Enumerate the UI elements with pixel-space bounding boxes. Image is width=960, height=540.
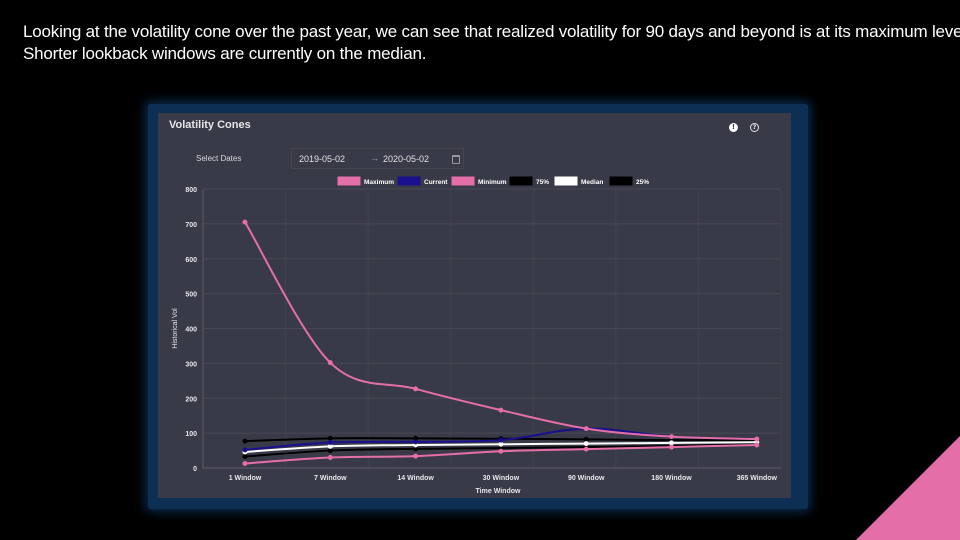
data-point-Maximum [583, 426, 589, 432]
x-tick-label: 90 Window [568, 475, 605, 482]
legend-swatch-75% [509, 176, 533, 186]
x-tick-label: 365 Window [737, 475, 778, 482]
y-tick-label: 200 [185, 396, 197, 403]
legend-swatch-Current [397, 176, 421, 186]
y-tick-label: 300 [185, 361, 197, 368]
x-tick-label: 1 Window [229, 475, 262, 482]
y-tick-label: 0 [193, 466, 197, 473]
data-point-75% [242, 438, 248, 444]
date-range-picker[interactable]: 2019-05-02 → 2020-05-02 [291, 148, 464, 169]
data-point-75% [583, 436, 589, 442]
data-point-Current [413, 439, 419, 445]
legend-swatch-Minimum [451, 176, 475, 186]
data-point-Minimum [754, 442, 760, 448]
y-axis-label: Historical Vol [172, 308, 179, 349]
data-point-25% [327, 448, 333, 454]
y-tick-label: 100 [185, 431, 197, 438]
arrow-right-icon: → [370, 153, 379, 163]
legend-label-Median: Median [581, 179, 603, 186]
x-tick-label: 180 Window [651, 475, 692, 482]
volatility-chart: 0 100 200 300 400 500 600 700 800 1 Window 7 Windo… [172, 176, 782, 495]
data-point-Minimum [327, 455, 333, 461]
caption-line-1: Looking at the volatility cone over the … [23, 22, 960, 41]
data-point-Minimum [669, 444, 674, 450]
data-point-Maximum [498, 407, 504, 413]
data-point-Median [669, 440, 674, 446]
legend-swatch-Maximum [337, 176, 361, 186]
data-point-Median [498, 441, 504, 447]
data-point-Minimum [242, 460, 248, 466]
data-point-Maximum [754, 436, 760, 442]
y-tick-label: 500 [185, 292, 197, 299]
legend-label-75%: 75% [536, 179, 549, 186]
legend-label-Current: Current [424, 179, 448, 186]
data-point-Minimum [498, 448, 504, 454]
y-tick-label: 600 [185, 257, 197, 264]
x-tick-label: 14 Window [397, 475, 434, 482]
calendar-icon[interactable] [452, 155, 460, 164]
legend-label-25%: 25% [636, 179, 649, 186]
data-point-Median [583, 441, 589, 447]
legend-label-Minimum: Minimum [478, 179, 507, 186]
x-tick-label: 7 Window [314, 475, 347, 482]
x-axis-label: Time Window [476, 488, 521, 495]
data-point-Maximum [669, 434, 674, 440]
data-point-Maximum [413, 386, 419, 392]
info-icon[interactable]: ! [729, 123, 738, 132]
data-point-Minimum [413, 453, 419, 459]
volatility-cones-panel: Volatility Cones ! ? Select Dates 2019-0… [158, 113, 791, 498]
data-point-Maximum [242, 219, 248, 225]
y-tick-label: 700 [185, 222, 197, 229]
data-point-Current [327, 440, 333, 446]
data-point-Maximum [327, 360, 333, 366]
legend-swatch-25% [609, 176, 633, 186]
x-tick-label: 30 Window [483, 475, 520, 482]
corner-triangle [856, 436, 960, 540]
legend-label-Maximum: Maximum [364, 179, 394, 186]
data-point-Current [242, 447, 248, 453]
help-icon[interactable]: ? [750, 123, 759, 132]
data-point-25% [242, 453, 248, 459]
y-tick-label: 400 [185, 327, 197, 334]
select-dates-label: Select Dates [196, 154, 242, 163]
data-point-Current [498, 437, 504, 443]
data-point-Minimum [583, 446, 589, 452]
end-date-input[interactable]: 2020-05-02 [383, 154, 430, 164]
data-point-75% [327, 435, 333, 441]
panel-title: Volatility Cones [169, 119, 251, 131]
start-date-input[interactable]: 2019-05-02 [299, 154, 346, 164]
y-tick-label: 800 [185, 187, 197, 194]
legend-swatch-Median [554, 176, 578, 186]
series-line-Maximum [244, 221, 757, 441]
caption-line-2: Shorter lookback windows are currently o… [23, 44, 427, 63]
slide-caption: Looking at the volatility cone over the … [23, 21, 960, 65]
